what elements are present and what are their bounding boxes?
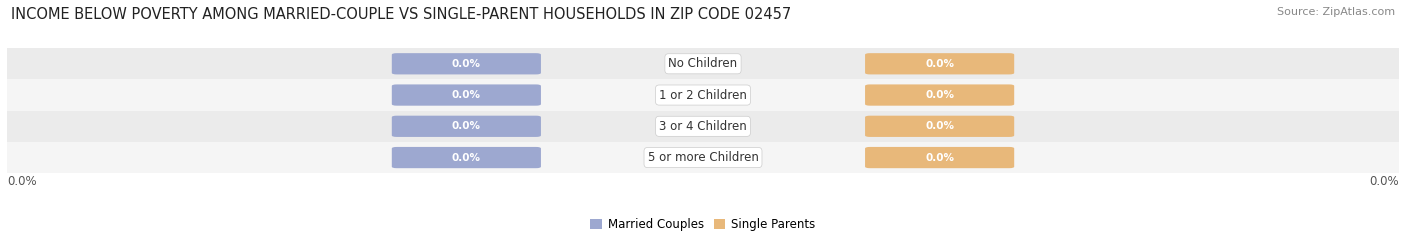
FancyBboxPatch shape bbox=[865, 147, 1014, 168]
Bar bbox=[7, 48, 1399, 79]
Text: 0.0%: 0.0% bbox=[925, 121, 955, 131]
Text: 3 or 4 Children: 3 or 4 Children bbox=[659, 120, 747, 133]
Text: 0.0%: 0.0% bbox=[451, 153, 481, 163]
Text: 0.0%: 0.0% bbox=[451, 90, 481, 100]
Bar bbox=[7, 111, 1399, 142]
Text: 0.0%: 0.0% bbox=[925, 59, 955, 69]
Bar bbox=[7, 79, 1399, 111]
Text: 0.0%: 0.0% bbox=[7, 175, 37, 188]
Text: 0.0%: 0.0% bbox=[925, 153, 955, 163]
Text: 0.0%: 0.0% bbox=[451, 59, 481, 69]
Bar bbox=[7, 142, 1399, 173]
Text: Source: ZipAtlas.com: Source: ZipAtlas.com bbox=[1277, 7, 1395, 17]
Text: INCOME BELOW POVERTY AMONG MARRIED-COUPLE VS SINGLE-PARENT HOUSEHOLDS IN ZIP COD: INCOME BELOW POVERTY AMONG MARRIED-COUPL… bbox=[11, 7, 792, 22]
Text: 0.0%: 0.0% bbox=[1369, 175, 1399, 188]
Legend: Married Couples, Single Parents: Married Couples, Single Parents bbox=[586, 213, 820, 233]
Text: No Children: No Children bbox=[668, 57, 738, 70]
FancyBboxPatch shape bbox=[865, 53, 1014, 74]
Text: 5 or more Children: 5 or more Children bbox=[648, 151, 758, 164]
FancyBboxPatch shape bbox=[392, 147, 541, 168]
Text: 0.0%: 0.0% bbox=[451, 121, 481, 131]
FancyBboxPatch shape bbox=[392, 53, 541, 74]
Text: 0.0%: 0.0% bbox=[925, 90, 955, 100]
FancyBboxPatch shape bbox=[392, 84, 541, 106]
FancyBboxPatch shape bbox=[392, 116, 541, 137]
FancyBboxPatch shape bbox=[865, 84, 1014, 106]
Text: 1 or 2 Children: 1 or 2 Children bbox=[659, 89, 747, 102]
FancyBboxPatch shape bbox=[865, 116, 1014, 137]
